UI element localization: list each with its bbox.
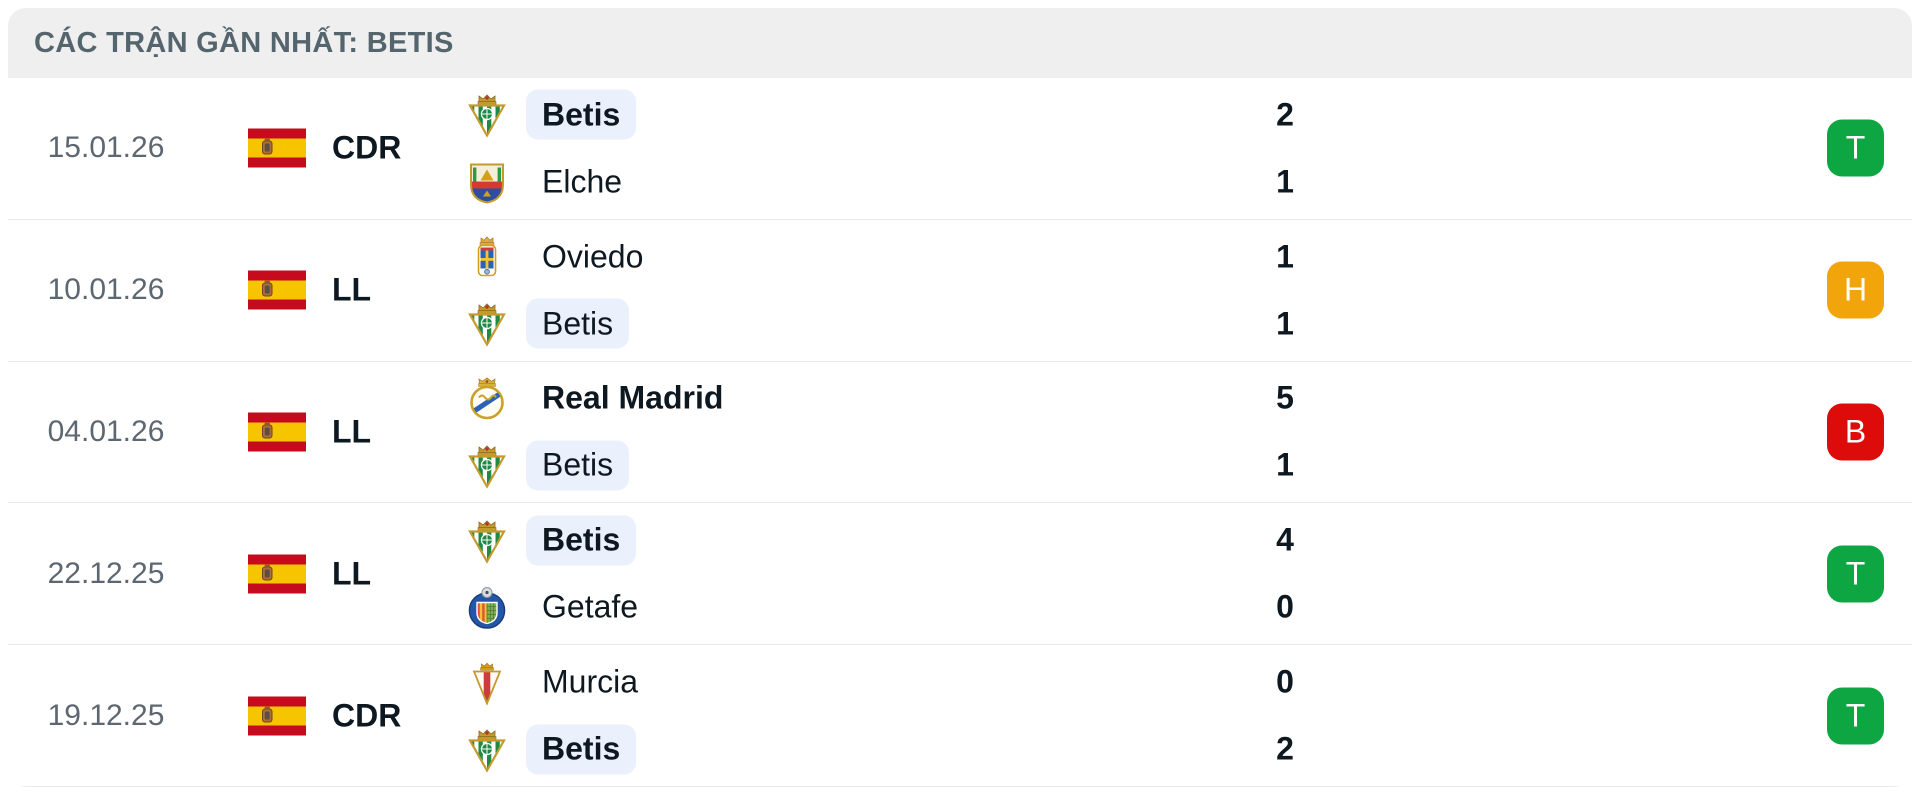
- match-date: 22.12.25: [47, 556, 165, 590]
- spain-flag-icon: [248, 696, 306, 735]
- match-row[interactable]: 19.12.25 CDR Murcia Betis 0 2 T: [8, 645, 1912, 787]
- away-score: 1: [1276, 446, 1294, 483]
- away-team-line: Betis: [464, 298, 659, 349]
- result-badge: T: [1827, 119, 1884, 177]
- match-row[interactable]: 04.01.26 LL Real Madrid Betis 5 1 B: [8, 361, 1912, 504]
- team-name: Betis: [526, 89, 637, 140]
- home-team-line: Oviedo: [464, 232, 659, 282]
- murcia-crest-icon: [464, 659, 510, 705]
- score-block: 5 1: [1235, 373, 1335, 490]
- spain-flag-icon: [248, 554, 306, 593]
- home-score: 2: [1276, 96, 1294, 133]
- getafe-crest-icon: [464, 584, 510, 630]
- team-name: Elche: [542, 163, 623, 200]
- team-name: Betis: [526, 724, 637, 775]
- match-date: 19.12.25: [47, 698, 165, 732]
- result-badge: T: [1827, 545, 1884, 603]
- result-badge: T: [1827, 687, 1884, 745]
- spain-flag-icon: [248, 129, 306, 168]
- match-row[interactable]: 10.01.26 LL Oviedo Betis 1 1 H: [8, 219, 1912, 362]
- teams-block: Murcia Betis: [464, 657, 654, 775]
- betis-crest-icon: [464, 517, 510, 563]
- away-team-line: Elche: [464, 157, 638, 207]
- match-date: 04.01.26: [47, 414, 165, 448]
- match-date: 10.01.26: [47, 273, 165, 307]
- score-block: 0 2: [1235, 657, 1335, 774]
- spain-flag-icon: [248, 271, 306, 310]
- team-name: Betis: [526, 440, 630, 491]
- competition-label: LL: [332, 555, 372, 592]
- team-name: Betis: [526, 298, 630, 349]
- score-block: 4 0: [1235, 515, 1335, 632]
- team-name: Getafe: [542, 588, 639, 625]
- away-score: 0: [1276, 588, 1294, 625]
- match-row[interactable]: 22.12.25 LL Betis Getafe 4 0 T: [8, 503, 1912, 646]
- away-team-line: Betis: [464, 724, 654, 775]
- real-madrid-crest-icon: [464, 375, 510, 421]
- team-name: Betis: [526, 515, 637, 566]
- team-name: Murcia: [542, 663, 639, 700]
- score-block: 2 1: [1235, 90, 1335, 207]
- home-score: 0: [1276, 663, 1294, 700]
- home-team-line: Real Madrid: [464, 373, 739, 423]
- competition-label: LL: [332, 271, 372, 308]
- home-team-line: Betis: [464, 515, 654, 566]
- teams-block: Betis Elche: [464, 89, 638, 207]
- home-team-line: Betis: [464, 89, 638, 140]
- home-score: 4: [1276, 521, 1294, 558]
- result-badge: B: [1827, 403, 1884, 461]
- recent-matches-card: CÁC TRẬN GẦN NHẤT: BETIS 15.01.26 CDR Be…: [8, 8, 1912, 787]
- oviedo-crest-icon: [464, 234, 510, 280]
- elche-crest-icon: [464, 159, 510, 205]
- betis-crest-icon: [464, 301, 510, 347]
- card-title: CÁC TRẬN GẦN NHẤT: BETIS: [34, 26, 454, 59]
- betis-crest-icon: [464, 92, 510, 138]
- match-row[interactable]: 15.01.26 CDR Betis Elche 2 1 T: [8, 78, 1912, 220]
- competition-label: CDR: [332, 697, 402, 734]
- away-team-line: Getafe: [464, 582, 654, 632]
- competition-label: CDR: [332, 129, 402, 166]
- away-score: 1: [1276, 163, 1294, 200]
- card-header: CÁC TRẬN GẦN NHẤT: BETIS: [8, 8, 1912, 78]
- home-team-line: Murcia: [464, 657, 654, 707]
- teams-block: Oviedo Betis: [464, 232, 659, 349]
- competition-label: LL: [332, 413, 372, 450]
- betis-crest-icon: [464, 442, 510, 488]
- score-block: 1 1: [1235, 232, 1335, 349]
- home-score: 5: [1276, 379, 1294, 416]
- teams-block: Betis Getafe: [464, 515, 654, 632]
- home-score: 1: [1276, 238, 1294, 275]
- result-badge: H: [1827, 261, 1884, 319]
- team-name: Real Madrid: [542, 379, 724, 416]
- away-team-line: Betis: [464, 440, 739, 491]
- teams-block: Real Madrid Betis: [464, 373, 739, 491]
- team-name: Oviedo: [542, 238, 644, 275]
- match-date: 15.01.26: [47, 131, 165, 165]
- match-list: 15.01.26 CDR Betis Elche 2 1 T 10.01.26: [8, 78, 1912, 787]
- away-score: 1: [1276, 305, 1294, 342]
- betis-crest-icon: [464, 726, 510, 772]
- spain-flag-icon: [248, 412, 306, 451]
- away-score: 2: [1276, 730, 1294, 767]
